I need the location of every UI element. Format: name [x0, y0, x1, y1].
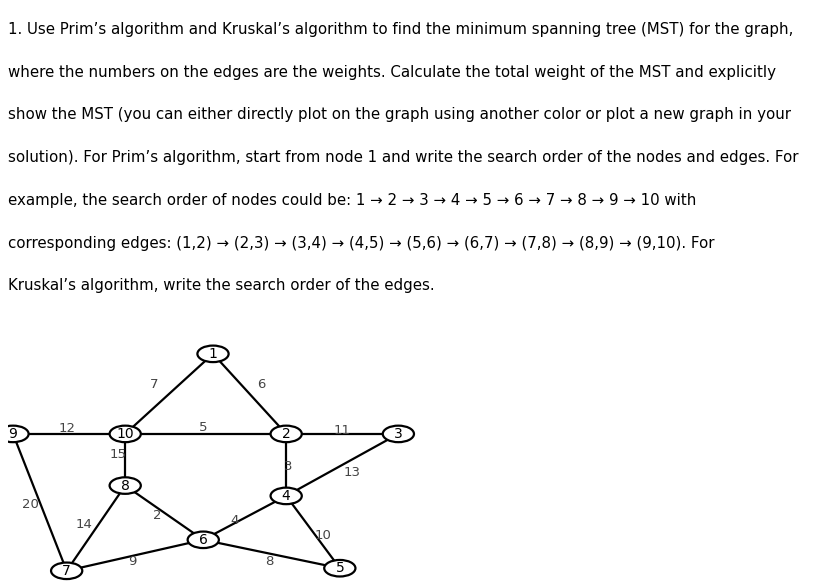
Text: 1. Use Prim’s algorithm and Kruskal’s algorithm to find the minimum spanning tre: 1. Use Prim’s algorithm and Kruskal’s al…: [8, 22, 793, 37]
Text: 7: 7: [150, 379, 159, 392]
Text: 20: 20: [22, 498, 38, 511]
Circle shape: [51, 562, 82, 579]
Circle shape: [271, 488, 302, 504]
Text: 2: 2: [153, 509, 161, 522]
Text: 4: 4: [231, 514, 239, 527]
Text: 9: 9: [128, 555, 137, 568]
Text: 6: 6: [258, 379, 266, 392]
Text: show the MST (you can either directly plot on the graph using another color or p: show the MST (you can either directly pl…: [8, 107, 791, 122]
Text: 13: 13: [344, 466, 360, 479]
Text: 8: 8: [121, 478, 129, 492]
Text: 5: 5: [199, 421, 207, 434]
Text: 9: 9: [9, 427, 17, 441]
Text: 1: 1: [209, 347, 217, 361]
Text: solution). For Prim’s algorithm, start from node 1 and write the search order of: solution). For Prim’s algorithm, start f…: [8, 150, 798, 165]
Circle shape: [188, 532, 219, 548]
Circle shape: [110, 426, 141, 442]
Text: example, the search order of nodes could be: 1 → 2 → 3 → 4 → 5 → 6 → 7 → 8 → 9 →: example, the search order of nodes could…: [8, 193, 697, 208]
Text: 15: 15: [110, 448, 126, 461]
Text: 10: 10: [315, 529, 331, 542]
Text: 14: 14: [76, 518, 92, 531]
Text: 2: 2: [282, 427, 290, 441]
Circle shape: [198, 346, 228, 362]
Text: where the numbers on the edges are the weights. Calculate the total weight of th: where the numbers on the edges are the w…: [8, 65, 776, 79]
Text: corresponding edges: (1,2) → (2,3) → (3,4) → (4,5) → (5,6) → (6,7) → (7,8) → (8,: corresponding edges: (1,2) → (2,3) → (3,…: [8, 235, 715, 251]
Text: 5: 5: [336, 561, 344, 575]
Text: 7: 7: [63, 564, 71, 578]
Text: 8: 8: [265, 555, 273, 568]
Text: 4: 4: [282, 489, 290, 503]
Text: 10: 10: [116, 427, 134, 441]
Circle shape: [110, 477, 141, 494]
Text: 6: 6: [199, 533, 207, 547]
Circle shape: [0, 426, 28, 442]
Text: 3: 3: [285, 460, 293, 473]
Circle shape: [271, 426, 302, 442]
Text: 11: 11: [334, 424, 350, 437]
Circle shape: [324, 560, 355, 576]
Text: Kruskal’s algorithm, write the search order of the edges.: Kruskal’s algorithm, write the search or…: [8, 278, 435, 294]
Text: 12: 12: [59, 422, 75, 435]
Circle shape: [383, 426, 414, 442]
Text: 3: 3: [394, 427, 402, 441]
